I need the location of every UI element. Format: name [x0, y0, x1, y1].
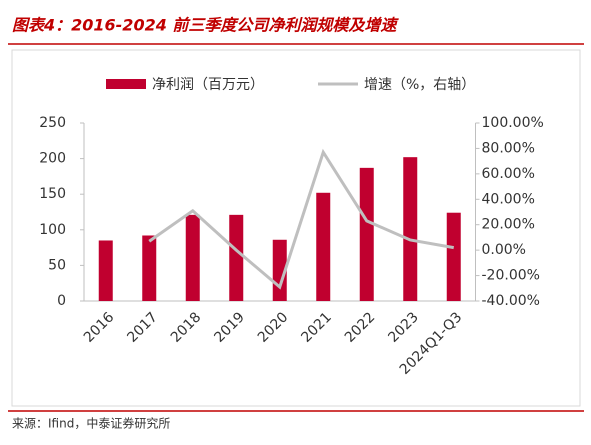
- chart-title: 图表4：2016-2024 前三季度公司净利润规模及增速: [12, 16, 399, 35]
- y2-tick-label: 20.00%: [482, 217, 535, 233]
- x-tick-label: 2021: [298, 309, 335, 346]
- source: 来源：Ifind，中泰证券研究所: [12, 416, 170, 431]
- x-tick-label: 2019: [211, 309, 248, 346]
- legend-label: 增速（%，右轴）: [364, 77, 475, 93]
- bar: [98, 240, 113, 301]
- x-tick-label: 2022: [342, 309, 379, 346]
- bar: [446, 212, 461, 301]
- bar: [185, 214, 200, 301]
- y-tick-label: 100: [39, 222, 66, 238]
- y2-tick-label: 0.00%: [482, 242, 526, 258]
- y-tick-label: 200: [39, 151, 66, 167]
- bar: [229, 214, 244, 301]
- bar: [359, 167, 374, 301]
- y2-tick-label: -40.00%: [482, 293, 540, 309]
- bar: [403, 157, 418, 301]
- bar: [142, 235, 157, 301]
- y-tick-label: 50: [48, 257, 66, 273]
- x-tick-label: 2018: [168, 309, 205, 346]
- x-tick-label: 2017: [124, 309, 161, 346]
- y-tick-label: 150: [39, 186, 66, 202]
- y-tick-label: 250: [39, 115, 66, 131]
- bar: [316, 192, 331, 301]
- x-tick-label: 2023: [385, 309, 422, 346]
- y2-tick-label: 60.00%: [482, 166, 535, 182]
- legend-label: 净利润（百万元）: [152, 77, 264, 93]
- x-tick-label: 2016: [81, 309, 118, 346]
- y-tick-label: 0: [57, 293, 66, 309]
- y2-tick-label: 100.00%: [482, 115, 544, 131]
- y2-tick-label: -20.00%: [482, 268, 540, 284]
- x-tick-label: 2020: [255, 309, 292, 346]
- y2-tick-label: 80.00%: [482, 140, 535, 156]
- y2-tick-label: 40.00%: [482, 191, 535, 207]
- line: [148, 148, 455, 290]
- legend-swatch: [106, 79, 146, 89]
- chart-frame: [11, 49, 581, 407]
